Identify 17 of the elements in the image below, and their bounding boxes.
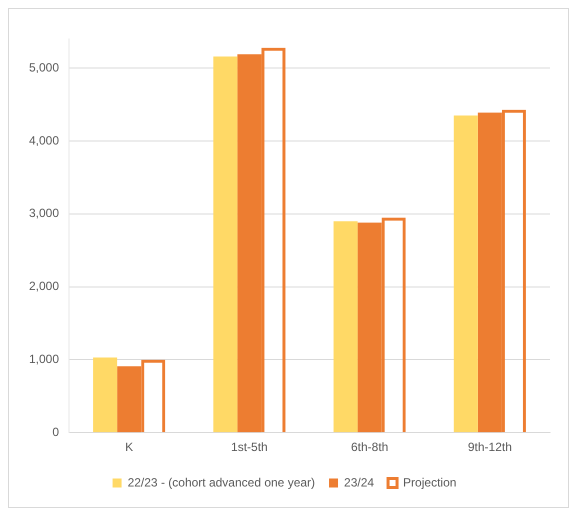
y-tick-label: 4,000 xyxy=(29,133,60,148)
y-tick-label: 1,000 xyxy=(29,352,60,366)
x-tick-label: K xyxy=(125,440,134,454)
legend-label: 22/23 - (cohort advanced one year) xyxy=(128,475,316,490)
y-tick-label: 3,000 xyxy=(29,206,60,220)
y-tick-label: 0 xyxy=(52,424,60,439)
x-tick-label: 6th-8th xyxy=(350,440,388,454)
x-tick-label: 9th-12th xyxy=(468,440,512,454)
bar xyxy=(93,358,118,432)
bar xyxy=(454,116,478,432)
x-tick-label: 1st-5th xyxy=(231,440,268,454)
bar xyxy=(213,56,238,432)
y-tick-label: 5,000 xyxy=(29,60,60,74)
bar xyxy=(334,221,358,432)
y-tick-label: 2,000 xyxy=(29,279,60,294)
legend-label: Projection xyxy=(403,475,456,490)
legend-label: 23/24 xyxy=(344,475,374,490)
